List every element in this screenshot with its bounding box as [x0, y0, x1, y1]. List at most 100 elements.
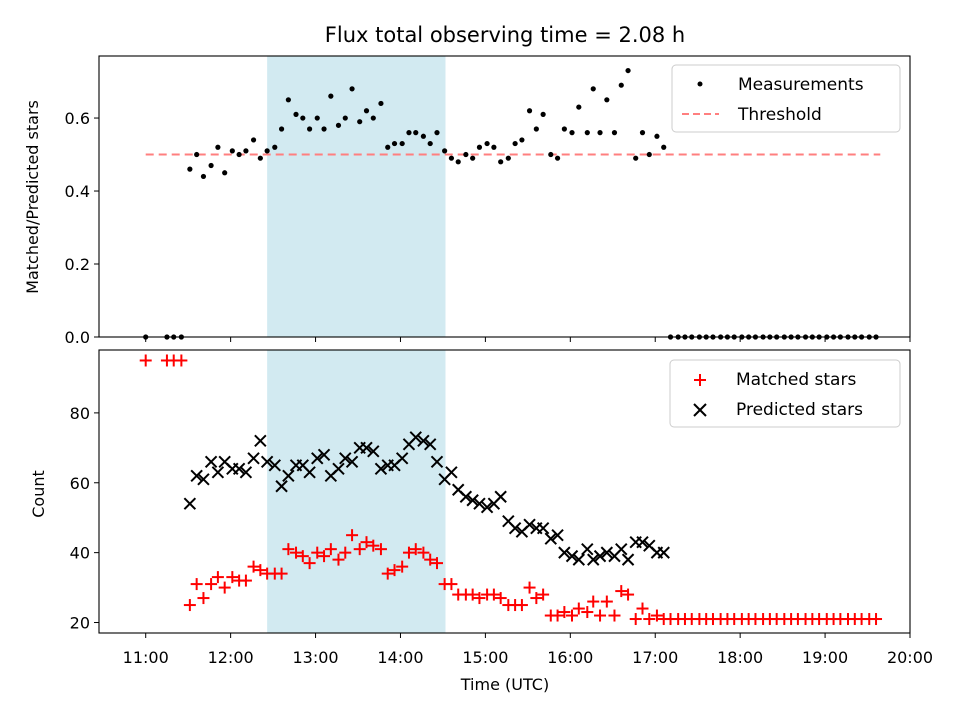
x-tick-label: 11:00	[123, 648, 169, 667]
y-tick-label: 80	[70, 404, 90, 423]
matched-star-point	[353, 543, 366, 556]
x-tick-label: 14:00	[377, 648, 423, 667]
matched-star-point	[445, 578, 458, 591]
predicted-star-point	[275, 480, 288, 493]
matched-star-point	[190, 578, 203, 591]
matched-star-point	[218, 581, 231, 594]
x-tick-label: 18:00	[717, 648, 763, 667]
predicted-star-point	[657, 546, 670, 559]
matched-star-point	[409, 543, 422, 556]
matched-star-point	[324, 543, 337, 556]
legend-measurements-marker	[697, 81, 703, 87]
matched-star-point	[332, 553, 345, 566]
measurement-point	[278, 126, 285, 132]
measurement-point	[236, 151, 242, 158]
matched-star-point	[622, 588, 635, 601]
matched-star-point	[402, 546, 415, 559]
measurement-point	[272, 144, 278, 150]
matched-star-point	[139, 354, 152, 367]
matched-star-point	[594, 609, 607, 622]
x-tick-label: 16:00	[547, 648, 593, 667]
measurement-point	[314, 115, 320, 121]
measurement-point	[187, 166, 193, 172]
measurement-point	[307, 126, 313, 132]
matched-star-point	[197, 592, 210, 605]
predicted-star-point	[339, 452, 352, 465]
measurement-point	[554, 155, 561, 161]
measurement-point	[604, 97, 610, 103]
predicted-star-point	[360, 441, 373, 455]
matched-star-point	[494, 592, 507, 605]
x-tick-label: 13:00	[292, 648, 338, 667]
matched-star-point	[523, 581, 536, 594]
measurement-points	[143, 67, 879, 340]
matched-star-point	[175, 354, 188, 367]
matched-star-point	[388, 564, 401, 577]
predicted-star-point	[473, 497, 486, 510]
predicted-star-point	[197, 473, 210, 486]
matched-star-point	[346, 529, 359, 542]
matched-star-point	[629, 613, 642, 626]
bottom-y-axis-label: Count	[29, 470, 48, 518]
measurement-point	[357, 119, 363, 125]
matched-star-point	[374, 543, 387, 556]
matched-star-point	[473, 592, 486, 605]
measurement-point	[427, 140, 433, 147]
predicted-star-point	[508, 521, 522, 535]
measurement-point	[399, 140, 405, 147]
matched-star-point	[311, 546, 324, 559]
measurement-point	[505, 155, 511, 161]
predicted-star-point	[367, 445, 380, 458]
bottom-y-ticks: 20 40 60 80	[70, 404, 99, 633]
predicted-star-point	[260, 455, 274, 469]
matched-star-point	[396, 560, 409, 573]
measurement-point	[512, 140, 518, 147]
predicted-star-point	[374, 462, 388, 475]
measurement-point	[491, 144, 497, 150]
matched-star-point	[558, 606, 571, 619]
measurement-point	[285, 97, 291, 103]
matched-star-point	[275, 567, 288, 580]
predicted-star-point	[494, 490, 507, 503]
measurement-point	[200, 173, 207, 180]
measurement-point	[406, 130, 412, 136]
y-tick-label: 0.6	[65, 109, 90, 128]
matched-star-point	[636, 602, 649, 615]
measurement-point	[646, 151, 652, 158]
predicted-star-point	[311, 452, 324, 465]
measurement-point	[293, 111, 299, 117]
predicted-star-point	[587, 553, 600, 566]
matched-star-point	[600, 595, 613, 608]
predicted-star-point	[466, 494, 479, 507]
predicted-star-point	[239, 466, 253, 479]
predicted-star-point	[232, 462, 246, 475]
matched-star-point	[318, 550, 331, 563]
legend-predicted-label: Predicted stars	[736, 400, 863, 420]
matched-star-point	[572, 602, 585, 615]
measurement-point	[618, 82, 624, 88]
predicted-star-point	[621, 553, 635, 566]
top-legend-box	[671, 64, 901, 133]
count-points	[139, 354, 883, 626]
measurement-point	[654, 133, 660, 139]
predicted-star-point	[409, 431, 422, 444]
predicted-star-point	[615, 542, 628, 556]
predicted-star-point	[317, 448, 331, 462]
predicted-star-point	[536, 521, 550, 535]
measurement-point	[243, 148, 249, 154]
measurement-point	[328, 93, 334, 99]
measurement-point	[463, 151, 469, 158]
matched-star-point	[466, 588, 479, 601]
matched-star-point	[870, 613, 883, 626]
matched-star-point	[581, 606, 594, 619]
predicted-star-point	[183, 497, 197, 510]
measurement-point	[625, 67, 631, 74]
measurement-point	[335, 122, 342, 128]
predicted-star-point	[332, 462, 345, 475]
y-tick-label: 0.2	[65, 255, 90, 274]
predicted-star-point	[268, 459, 281, 472]
y-tick-label: 0.0	[65, 328, 90, 347]
x-tick-label: 17:00	[632, 648, 678, 667]
predicted-star-point	[395, 452, 409, 465]
